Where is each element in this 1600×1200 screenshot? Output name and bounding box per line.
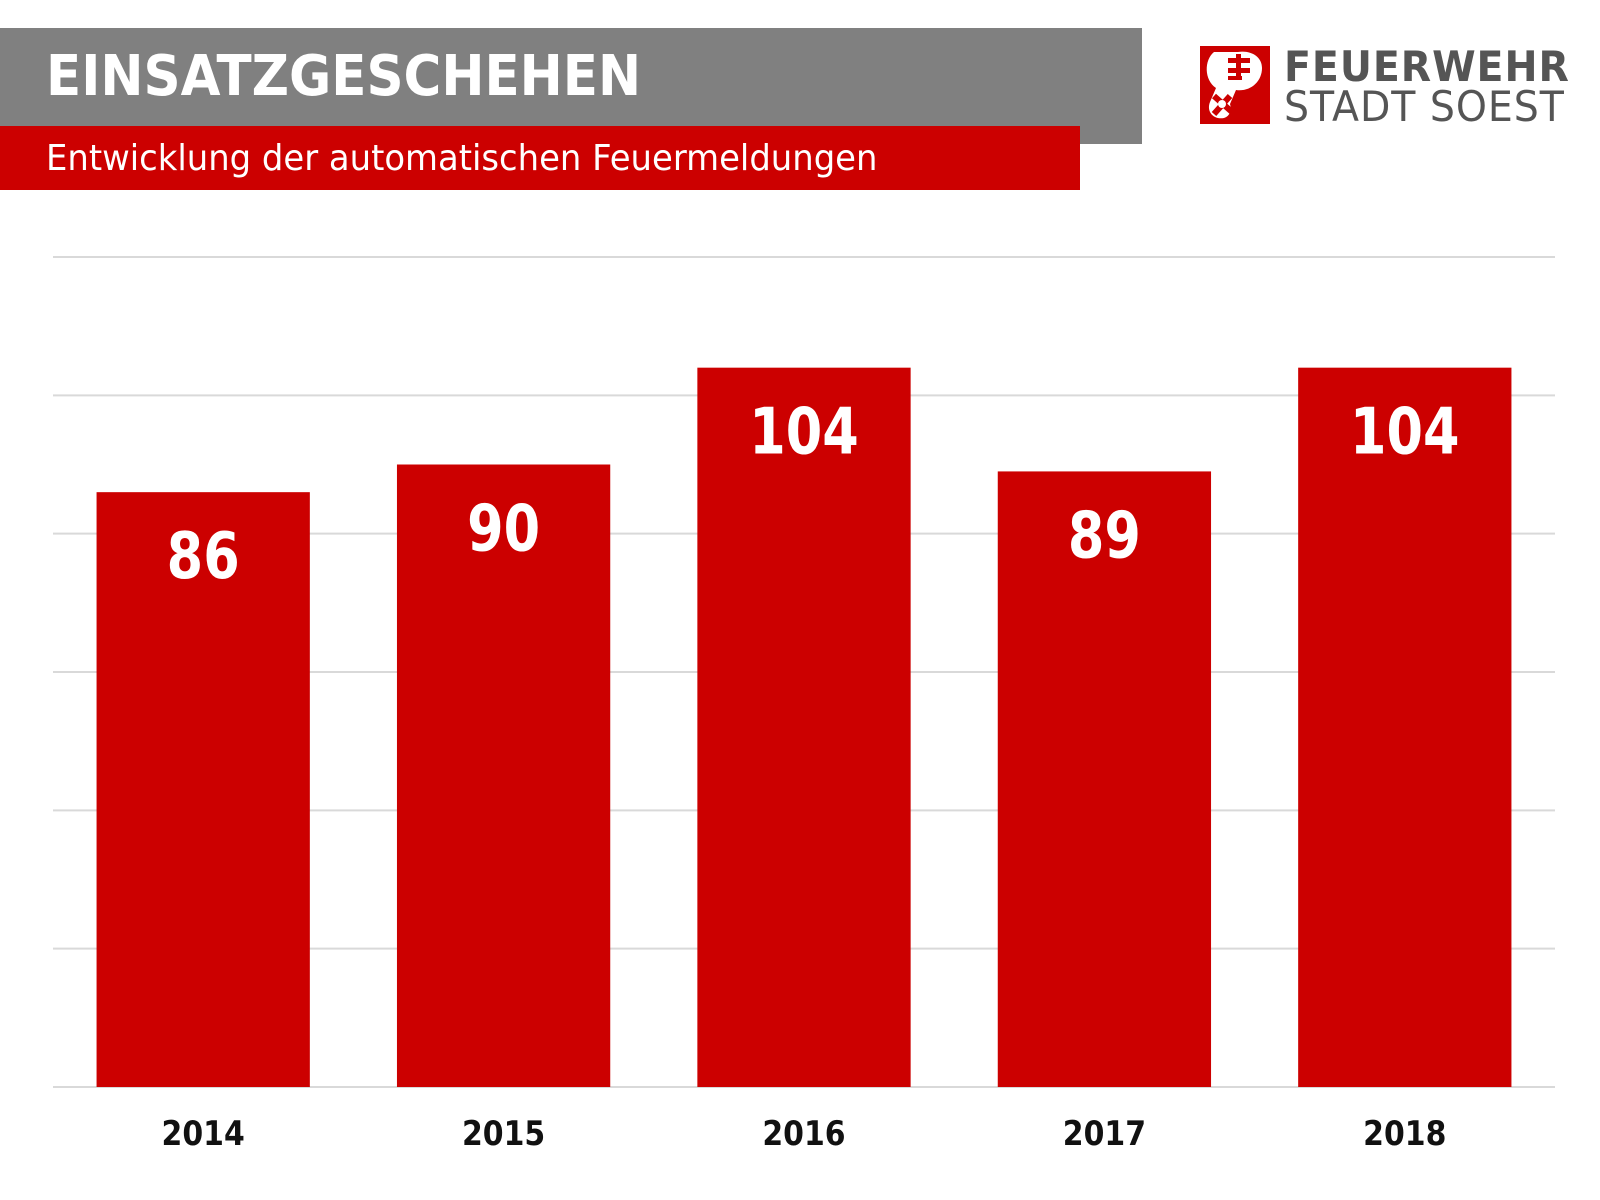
bar-2018 xyxy=(1298,367,1512,1088)
soest-key-crest-icon xyxy=(1200,46,1270,124)
x-tick-label: 2015 xyxy=(462,1113,545,1153)
bar-2015 xyxy=(396,464,611,1087)
data-label: 104 xyxy=(749,395,859,469)
x-tick-label: 2017 xyxy=(1063,1113,1146,1153)
data-label: 89 xyxy=(1068,498,1141,572)
x-tick-label: 2018 xyxy=(1363,1113,1446,1153)
data-label: 104 xyxy=(1350,395,1460,469)
data-label: 86 xyxy=(167,519,240,593)
bar-2014 xyxy=(96,492,310,1088)
bar-labels: 86 90 104 89 104 xyxy=(167,395,1460,594)
feuerwehr-logo: FEUERWEHR STADT SOEST xyxy=(1200,42,1600,131)
x-tick-label: 2014 xyxy=(162,1113,245,1153)
x-tick-label: 2016 xyxy=(762,1113,845,1153)
bar-2017 xyxy=(997,471,1212,1088)
title-band xyxy=(0,28,1142,144)
logo-title: FEUERWEHR xyxy=(1284,42,1570,91)
page-title: EINSATZGESCHEHEN xyxy=(46,44,642,109)
logo-subtitle: STADT SOEST xyxy=(1284,82,1565,131)
x-axis-tick-labels: 2014 2015 2016 2017 2018 xyxy=(162,1113,1447,1153)
bars xyxy=(96,367,1512,1088)
data-label: 90 xyxy=(467,491,540,565)
chart-subtitle: Entwicklung der automatischen Feuermeldu… xyxy=(46,138,878,179)
bar-2016 xyxy=(697,367,911,1088)
subtitle-band xyxy=(0,126,1080,190)
